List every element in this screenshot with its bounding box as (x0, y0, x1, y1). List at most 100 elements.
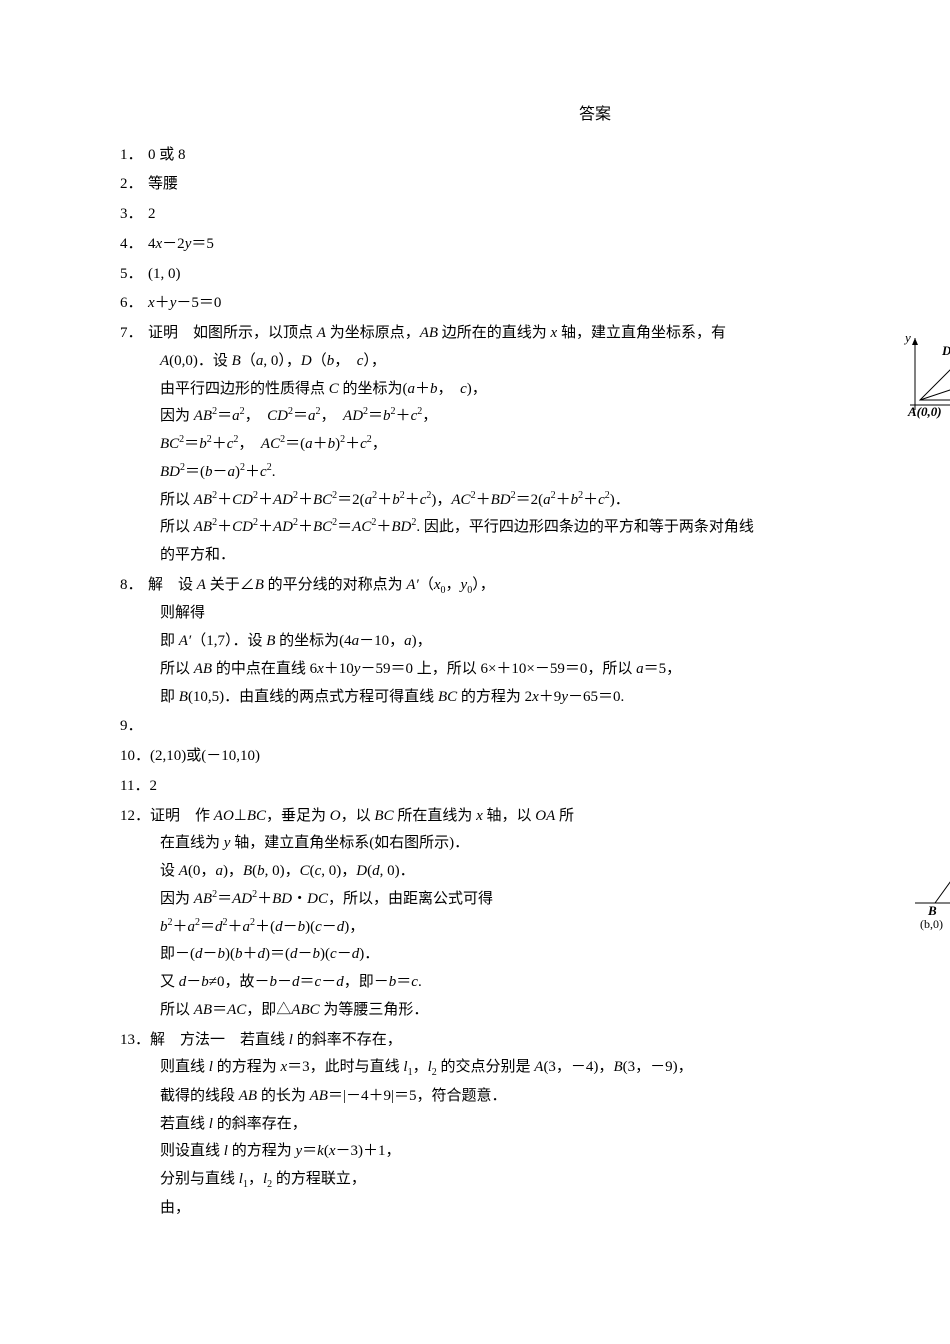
t: , 0)， (321, 863, 356, 879)
figure-triangle: y x A (0,a) B (b,0) O D (d,0) C (c,0) (910, 793, 950, 933)
t: )， (223, 863, 243, 879)
c: c (260, 464, 267, 480)
b: b (199, 436, 207, 452)
var-d: d (275, 919, 283, 935)
t: (3，－4)， (543, 1059, 613, 1075)
pt-b: B (243, 863, 252, 879)
t: 为等腰三角形． (320, 1002, 429, 1018)
answer-4: 4．4x－2y＝5 (120, 231, 950, 259)
bc: BC (313, 519, 332, 535)
var-a: a (636, 661, 644, 677)
eq: ＝ (337, 492, 352, 508)
t: ＋ (257, 891, 272, 907)
answer-2: 2．等腰 (120, 171, 950, 199)
pt-a: A(0,0) (907, 404, 942, 419)
var-a: a (215, 863, 223, 879)
eq: ＝ (185, 464, 200, 480)
t: (10,5)．由直线的两点式方程可得直线 (188, 689, 438, 705)
item-text: 0 或 8 (148, 147, 186, 163)
ac: AC (352, 519, 371, 535)
bd: BD (491, 492, 511, 508)
t: 所以 (160, 519, 194, 535)
ac: AC (451, 492, 470, 508)
item-text: (1, 0) (148, 266, 181, 282)
t: ＋10 (324, 661, 354, 677)
item-num: 1． (120, 142, 148, 170)
eq: ＝ (337, 519, 352, 535)
a: a (228, 464, 236, 480)
c: c (598, 492, 605, 508)
c: ， (422, 408, 437, 424)
var-b: b (430, 381, 438, 397)
bd: BD (160, 464, 180, 480)
ab: AB (194, 519, 212, 535)
ab: AB (194, 408, 212, 424)
line: 在直线为 y 轴，建立直角坐标系(如右图所示)． (120, 830, 950, 858)
t: －3)＋1， (335, 1143, 400, 1159)
t: ＝ (217, 891, 232, 907)
t: 所 (555, 808, 574, 824)
m: － (277, 974, 292, 990)
c: ， (238, 436, 246, 452)
answer-3: 3．2 (120, 201, 950, 229)
t: 即－( (160, 946, 195, 962)
item-num: 13． (120, 1027, 150, 1055)
t: )( (320, 946, 330, 962)
seg-ab: AB (420, 325, 438, 341)
t: 所以 (160, 1002, 194, 1018)
seg-bc: BC (374, 808, 393, 824)
c: ， (349, 919, 364, 935)
eq: ＝ (293, 408, 308, 424)
t: ，以 (341, 808, 375, 824)
bc: BC (313, 492, 332, 508)
m: － (337, 946, 352, 962)
line: 所以 AB 的中点在直线 6x＋10y－59＝0 上，所以 6×＋10×－59＝… (120, 656, 950, 684)
t: ＝ (302, 1143, 317, 1159)
rp: ) (610, 492, 615, 508)
t: 即 (160, 633, 179, 649)
line: 截得的线段 AB 的长为 AB＝|－4＋9|＝5，符合题意． (120, 1083, 950, 1111)
line: 分别与直线 l1，l2 的方程联立， (120, 1166, 950, 1195)
p: ＋ (243, 946, 258, 962)
var-b: b (235, 946, 243, 962)
t: 解 方法一 若直线 (150, 1032, 289, 1048)
t: (3，－9)， (623, 1059, 693, 1075)
t: ＝ (300, 974, 315, 990)
seg-ab: AB (239, 1088, 257, 1104)
t: )＝( (265, 946, 290, 962)
pt-c: C (300, 863, 310, 879)
t: ⊥ (234, 808, 247, 824)
mid: －2 (162, 236, 185, 252)
t: 的斜率存在， (213, 1116, 307, 1132)
t: , 0）， (263, 353, 301, 369)
t: 轴，建立直角坐标系(如右图所示)． (230, 835, 469, 851)
line: 因为 AB2＝a2， CD2＝a2， AD2＝b2＋c2， (120, 403, 950, 431)
p: ＋ (298, 492, 313, 508)
var-d: d (290, 946, 298, 962)
pt-ap: A′ (406, 577, 418, 593)
bd: BD (391, 519, 411, 535)
eq: ＝ (200, 919, 215, 935)
line: 即 A′（1,7）．设 B 的坐标为(4a－10，a)， (120, 628, 950, 656)
t: 边所在的直线为 (438, 325, 551, 341)
p: ＋ (258, 519, 273, 535)
t: 的长为 (257, 1088, 310, 1104)
line: 设 A(0，a)，B(b, 0)，C(c, 0)，D(d, 0)． (120, 858, 950, 886)
t: ＝ (396, 974, 411, 990)
p: ＋ (377, 492, 392, 508)
t: , 0)． (380, 863, 415, 879)
line: 若直线 l 的斜率存在， (120, 1111, 950, 1139)
pt-b: B (613, 1059, 622, 1075)
t: 则直线 (160, 1059, 209, 1075)
line: 即－(d－b)(b＋d)＝(d－b)(c－d)． (120, 941, 950, 969)
var-b: b (313, 946, 321, 962)
var-b: b (160, 919, 168, 935)
t: 截得的线段 (160, 1088, 239, 1104)
t: ， (413, 1059, 428, 1075)
t: 则设直线 (160, 1143, 224, 1159)
p: ＋ (298, 519, 313, 535)
x0: x (434, 577, 441, 593)
t: －59＝0 上，所以 6×＋10×－59＝0，所以 (360, 661, 636, 677)
var-c: c (315, 919, 322, 935)
answer-7: y x D(b,c) C(a+b,c) A(0,0) B(a,0) 7．证明 如… (120, 320, 950, 570)
